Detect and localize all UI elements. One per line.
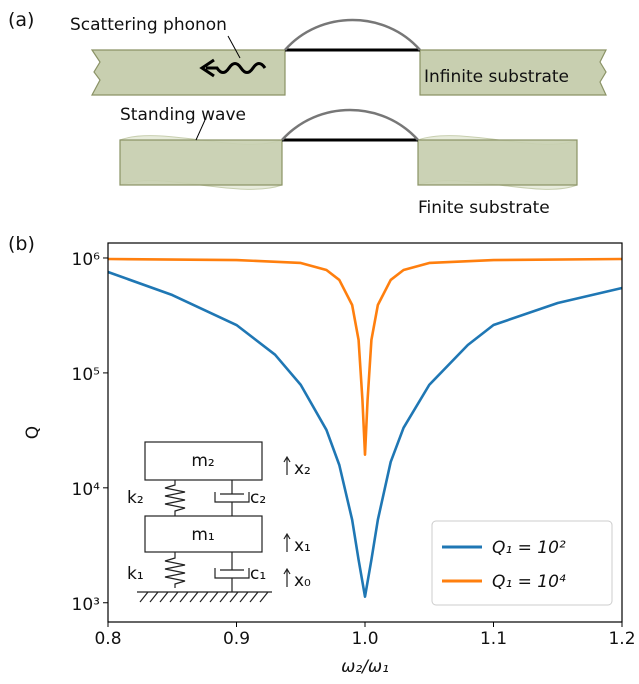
mode-shape [284, 18, 421, 51]
panel-label: (b) [8, 233, 35, 255]
label: x₀ [294, 571, 311, 591]
label: x₂ [294, 459, 311, 479]
substrate [119, 139, 283, 186]
inset-labels: m₂ m₁ k₂ k₁ c₂ c₁ x₂ x₁ x₀ [127, 451, 311, 591]
legend-label: Q₁ = 10² [492, 538, 566, 558]
substrate [419, 49, 607, 96]
label: c₂ [250, 488, 266, 508]
phonon-wave [206, 62, 267, 74]
annotation: Scattering phonon [70, 15, 227, 35]
y-tick-label: 10⁶ [72, 250, 101, 270]
x-tick-label: 1.2 [608, 629, 635, 649]
dashpot [214, 552, 250, 592]
label: m₂ [191, 451, 214, 471]
legend-box [431, 520, 613, 606]
callout [195, 119, 206, 141]
label: x₁ [294, 536, 311, 556]
substrate [417, 139, 578, 186]
displacement-arrow [283, 455, 291, 587]
label: k₂ [127, 488, 144, 508]
hatching [139, 591, 269, 603]
annotation: Standing wave [120, 105, 246, 125]
legend-label: Q₁ = 10⁴ [492, 572, 566, 592]
mass [144, 441, 263, 481]
substrate [90, 49, 286, 96]
dashpot [214, 480, 250, 516]
x-tick-label: 1.0 [351, 629, 378, 649]
annotation: Finite substrate [418, 198, 550, 218]
mode-shape [281, 108, 419, 141]
y-tick-label: 10⁴ [72, 480, 101, 500]
x-tick-label: 0.8 [94, 629, 121, 649]
x-axis-label: ω₂/ω₁ [341, 657, 389, 677]
spring [164, 552, 186, 588]
spring [164, 480, 186, 516]
label: c₁ [250, 564, 266, 584]
callout [227, 35, 241, 59]
x-tick-label: 0.9 [223, 629, 250, 649]
x-tick-label: 1.1 [480, 629, 507, 649]
panel-label: (a) [8, 9, 34, 31]
mass [144, 515, 263, 553]
arrow-head [199, 58, 215, 78]
y-tick-label: 10³ [72, 595, 100, 615]
line [107, 257, 623, 457]
y-axis-label: Q [23, 426, 43, 439]
panel-b: (b) 0.8 0.9 1.0 1.1 1.2 10³ 10⁴ 10⁵ 10⁶ ω₂/ω₁ Q Q₁ =… [8, 233, 636, 677]
label: k₁ [127, 564, 144, 584]
annotation: Infinite substrate [424, 67, 569, 87]
y-tick-label: 10⁵ [72, 365, 100, 385]
inset [137, 441, 291, 603]
panel-a: (a) Scattering phonon Infinite substrate… [8, 9, 607, 218]
line [107, 270, 623, 598]
label: m₁ [191, 525, 214, 545]
